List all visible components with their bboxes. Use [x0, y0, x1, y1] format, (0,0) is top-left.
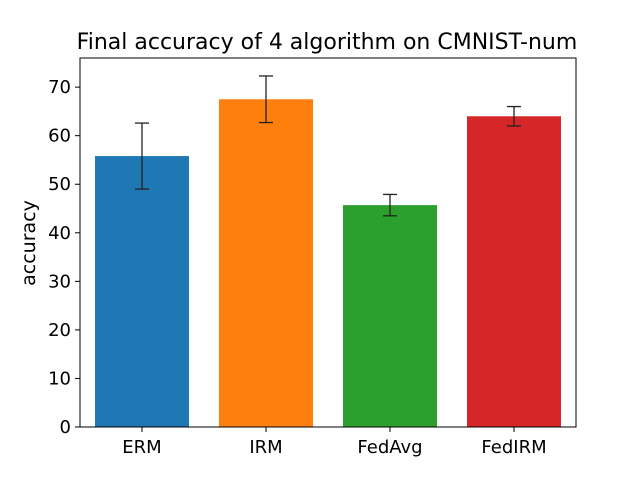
- bar-fedavg: [343, 205, 437, 427]
- y-tick-label: 60: [48, 126, 71, 147]
- y-tick-label: 70: [48, 77, 71, 98]
- bar-fedirm: [467, 116, 561, 428]
- x-tick-label: IRM: [249, 437, 282, 458]
- y-tick-label: 0: [60, 417, 71, 438]
- y-tick-label: 50: [48, 174, 71, 195]
- y-tick-label: 30: [48, 271, 71, 292]
- plot-frame: [79, 57, 577, 428]
- x-tick-label: FedIRM: [481, 437, 546, 458]
- bar-irm: [219, 99, 313, 427]
- y-tick-label: 40: [48, 223, 71, 244]
- bars-group: [95, 99, 561, 428]
- bar-erm: [95, 156, 189, 428]
- x-tick-label: ERM: [122, 437, 161, 458]
- y-axis-label: accuracy: [18, 200, 40, 286]
- y-tick-label: 20: [48, 320, 71, 341]
- y-axis-ticks: 0 10 20 30 40 50 60 70: [48, 77, 80, 438]
- chart-title: Final accuracy of 4 algorithm on CMNIST-…: [77, 30, 578, 55]
- y-tick-label: 10: [48, 368, 71, 389]
- x-tick-label: FedAvg: [357, 437, 422, 458]
- error-bars-group: [135, 75, 521, 217]
- x-axis-ticks: ERM IRM FedAvg FedIRM: [122, 427, 547, 458]
